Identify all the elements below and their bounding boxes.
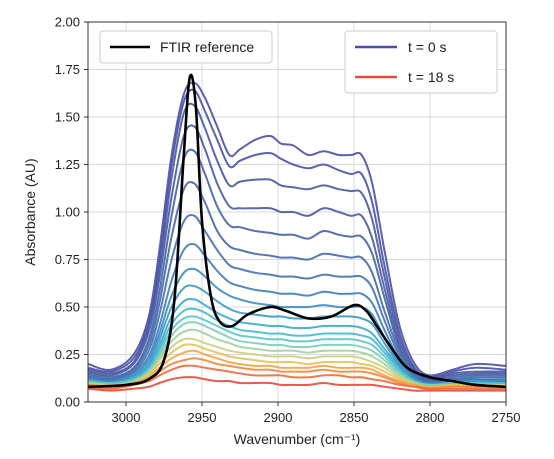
series-line	[88, 357, 506, 390]
series-line	[88, 349, 506, 388]
series-line	[88, 343, 506, 388]
legend-reference-label: FTIR reference	[160, 39, 254, 55]
x-axis-title: Wavenumber (cm⁻¹)	[234, 431, 361, 447]
legend-reference: FTIR reference	[99, 30, 273, 64]
series-line	[88, 81, 506, 377]
y-axis-title: Absorbance (AU)	[22, 158, 38, 265]
y-tick-label: 1.25	[55, 157, 80, 172]
y-tick-label: 1.00	[55, 205, 80, 220]
y-tick-label: 1.50	[55, 110, 80, 125]
x-tick-label: 2950	[188, 410, 217, 425]
y-tick-label: 0.25	[55, 347, 80, 362]
y-tick-label: 2.00	[55, 15, 80, 30]
series-lines	[88, 81, 506, 392]
series-line	[88, 148, 506, 383]
legend-time: t = 0 s t = 18 s	[344, 30, 498, 94]
series-line	[88, 102, 506, 381]
series-line	[88, 181, 506, 383]
reference-line-group	[88, 73, 506, 389]
legends: FTIR reference t = 0 s t = 18 s	[99, 30, 498, 94]
series-line	[88, 284, 506, 387]
series-line	[88, 315, 506, 386]
x-tick-label: 2850	[340, 410, 369, 425]
legend-reference-box	[99, 30, 273, 64]
y-tick-label: 0.00	[55, 395, 80, 410]
legend-time-label: t = 18 s	[408, 69, 454, 85]
x-tick-label: 3000	[112, 410, 141, 425]
series-line	[88, 307, 506, 386]
x-tick-label: 2800	[416, 410, 445, 425]
series-line	[88, 364, 506, 390]
y-tick-label: 0.75	[55, 252, 80, 267]
x-tick-label: 2750	[492, 410, 521, 425]
y-tick-label: 1.75	[55, 62, 80, 77]
legend-time-label: t = 0 s	[408, 39, 447, 55]
series-line	[88, 376, 506, 392]
axis-ticks: 3000 2950 2900 2850 2800 2750 0.00 0.25 0.50 0.75…	[55, 15, 521, 426]
y-tick-label: 0.50	[55, 300, 80, 315]
x-tick-label: 2900	[264, 410, 293, 425]
series-line	[88, 88, 506, 379]
reference-line	[88, 73, 506, 389]
series-line	[88, 124, 506, 381]
